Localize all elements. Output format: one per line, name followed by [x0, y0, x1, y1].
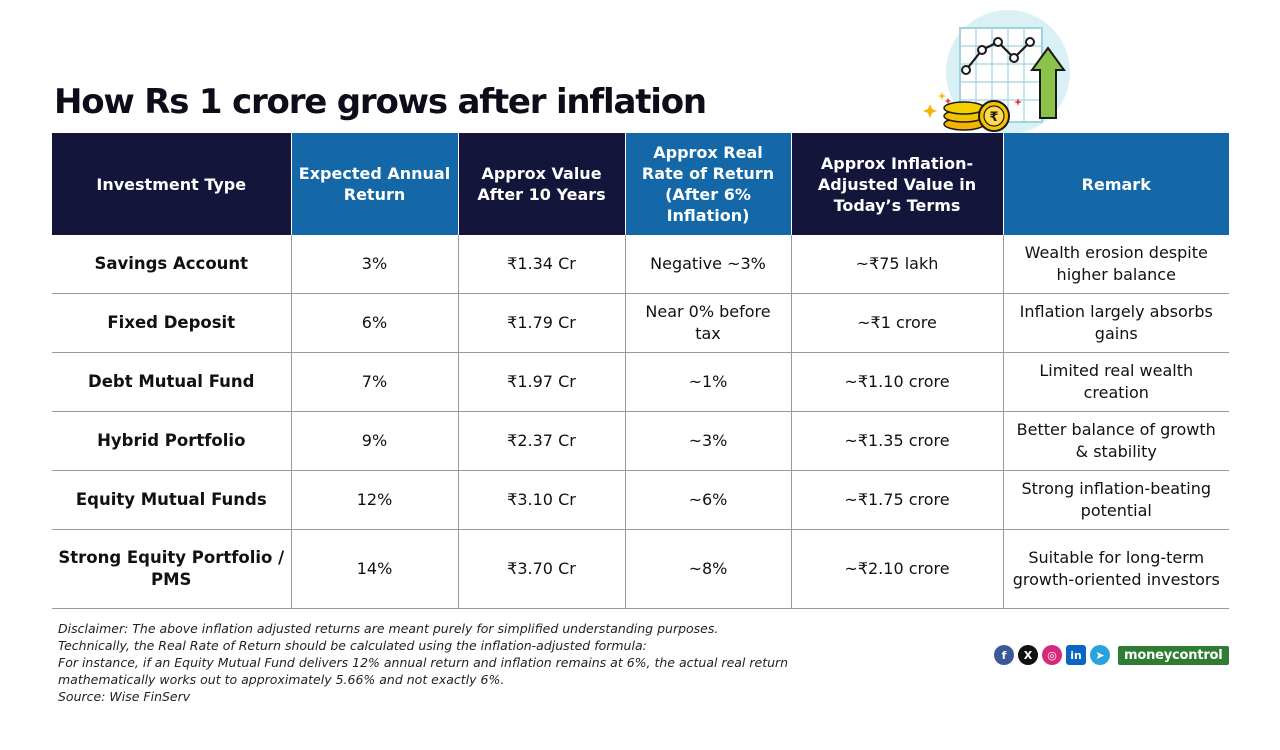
cell-real-rate: Near 0% before tax	[625, 293, 792, 353]
table-header-row: Investment Type Expected Annual Return A…	[52, 133, 1229, 235]
cell-remark: Strong inflation-beating potential	[1003, 470, 1229, 530]
cell-investment-type: Debt Mutual Fund	[52, 352, 292, 412]
cell-investment-type: Fixed Deposit	[52, 293, 292, 353]
header-value-10-years: Approx Value After 10 Years	[458, 133, 626, 235]
cell-real-rate: ~3%	[625, 411, 792, 471]
table-row: Equity Mutual Funds 12% ₹3.10 Cr ~6% ~₹1…	[52, 470, 1229, 530]
disclaimer-line: mathematically works out to approximatel…	[58, 672, 505, 687]
moneycontrol-logo: moneycontrol	[1118, 645, 1229, 665]
table-row: Debt Mutual Fund 7% ₹1.97 Cr ~1% ~₹1.10 …	[52, 352, 1229, 412]
header-expected-return: Expected Annual Return	[291, 133, 459, 235]
cell-expected-return: 6%	[291, 293, 459, 353]
disclaimer-line: Technically, the Real Rate of Return sho…	[58, 638, 647, 653]
cell-investment-type: Equity Mutual Funds	[52, 470, 292, 530]
cell-real-rate: ~6%	[625, 470, 792, 530]
cell-inflation-adjusted-value: ~₹1.10 crore	[791, 352, 1004, 412]
source-line: Source: Wise FinServ	[58, 689, 191, 704]
social-bar: f X ◎ in ➤ moneycontrol	[994, 645, 1229, 665]
disclaimer-line: For instance, if an Equity Mutual Fund d…	[58, 655, 789, 670]
cell-value-10-years: ₹1.79 Cr	[458, 293, 626, 353]
header-remark: Remark	[1003, 133, 1229, 235]
cell-expected-return: 9%	[291, 411, 459, 471]
table-row: Fixed Deposit 6% ₹1.79 Cr Near 0% before…	[52, 293, 1229, 353]
cell-expected-return: 7%	[291, 352, 459, 412]
growth-chart-coins-icon: ₹	[918, 6, 1088, 136]
cell-remark: Wealth erosion despite higher balance	[1003, 235, 1229, 294]
disclaimer: Disclaimer: The above inflation adjusted…	[58, 620, 918, 705]
table-row: Hybrid Portfolio 9% ₹2.37 Cr ~3% ~₹1.35 …	[52, 411, 1229, 471]
cell-remark: Inflation largely absorbs gains	[1003, 293, 1229, 353]
cell-remark: Limited real wealth creation	[1003, 352, 1229, 412]
cell-investment-type: Hybrid Portfolio	[52, 411, 292, 471]
header-real-rate: Approx Real Rate of Return (After 6% Inf…	[625, 133, 792, 235]
svg-text:₹: ₹	[989, 110, 998, 125]
instagram-icon[interactable]: ◎	[1042, 645, 1062, 665]
cell-value-10-years: ₹2.37 Cr	[458, 411, 626, 471]
disclaimer-line: Disclaimer: The above inflation adjusted…	[58, 621, 719, 636]
cell-value-10-years: ₹3.10 Cr	[458, 470, 626, 530]
cell-inflation-adjusted-value: ~₹75 lakh	[791, 235, 1004, 294]
cell-expected-return: 14%	[291, 529, 459, 609]
header-inflation-adjusted-value: Approx Inflation-Adjusted Value in Today…	[791, 133, 1004, 235]
x-icon[interactable]: X	[1018, 645, 1038, 665]
cell-investment-type: Strong Equity Portfolio / PMS	[52, 529, 292, 609]
linkedin-icon[interactable]: in	[1066, 645, 1086, 665]
cell-inflation-adjusted-value: ~₹1.35 crore	[791, 411, 1004, 471]
cell-investment-type: Savings Account	[52, 235, 292, 294]
table-row: Strong Equity Portfolio / PMS 14% ₹3.70 …	[52, 529, 1229, 609]
cell-value-10-years: ₹1.97 Cr	[458, 352, 626, 412]
page-title: How Rs 1 crore grows after inflation	[54, 82, 707, 122]
cell-expected-return: 3%	[291, 235, 459, 294]
facebook-icon[interactable]: f	[994, 645, 1014, 665]
cell-inflation-adjusted-value: ~₹1.75 crore	[791, 470, 1004, 530]
cell-real-rate: ~8%	[625, 529, 792, 609]
cell-real-rate: ~1%	[625, 352, 792, 412]
cell-inflation-adjusted-value: ~₹1 crore	[791, 293, 1004, 353]
header-investment-type: Investment Type	[52, 133, 292, 235]
cell-remark: Better balance of growth & stability	[1003, 411, 1229, 471]
cell-expected-return: 12%	[291, 470, 459, 530]
cell-value-10-years: ₹1.34 Cr	[458, 235, 626, 294]
cell-inflation-adjusted-value: ~₹2.10 crore	[791, 529, 1004, 609]
telegram-icon[interactable]: ➤	[1090, 645, 1110, 665]
cell-real-rate: Negative ~3%	[625, 235, 792, 294]
returns-table: Investment Type Expected Annual Return A…	[52, 133, 1229, 609]
table-row: Savings Account 3% ₹1.34 Cr Negative ~3%…	[52, 235, 1229, 294]
cell-remark: Suitable for long-term growth-oriented i…	[1003, 529, 1229, 609]
cell-value-10-years: ₹3.70 Cr	[458, 529, 626, 609]
